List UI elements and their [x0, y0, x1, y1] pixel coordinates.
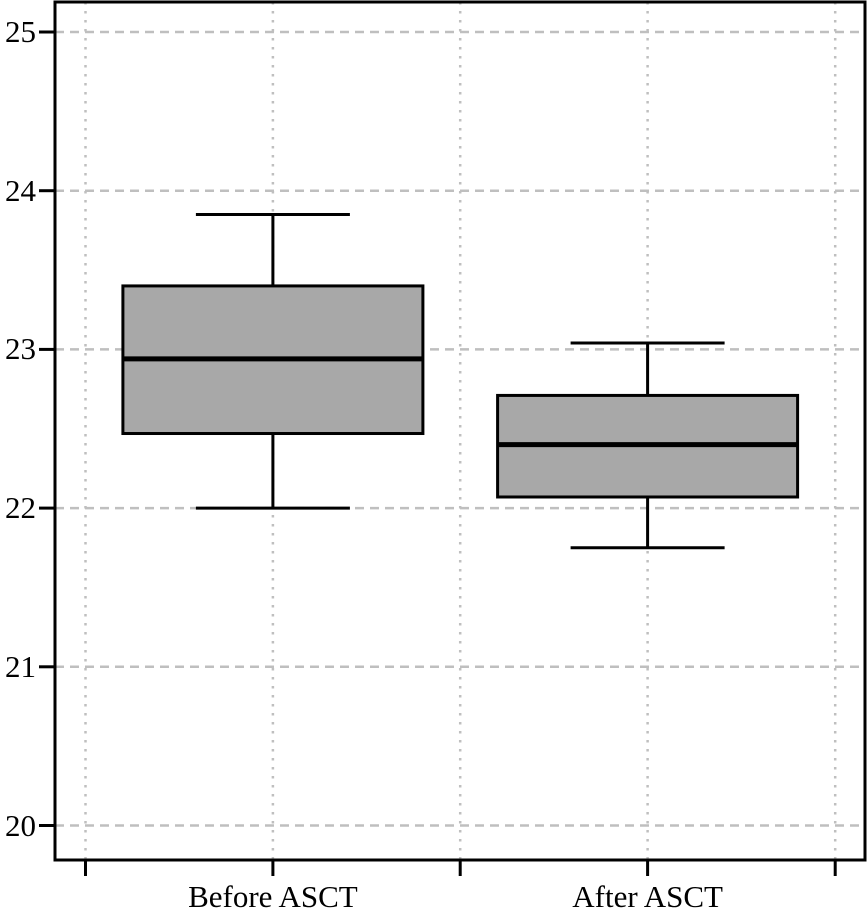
- x-category-label-after-asct: After ASCT: [572, 879, 723, 914]
- y-tick-label-20: 20: [5, 807, 36, 843]
- x-category-label-before-asct: Before ASCT: [188, 879, 358, 914]
- y-tick-label-23: 23: [5, 331, 36, 367]
- y-tick-label-25: 25: [5, 14, 36, 49]
- y-tick-label-21: 21: [5, 648, 36, 684]
- y-tick-label-22: 22: [5, 490, 36, 526]
- y-tick-label-24: 24: [5, 172, 36, 208]
